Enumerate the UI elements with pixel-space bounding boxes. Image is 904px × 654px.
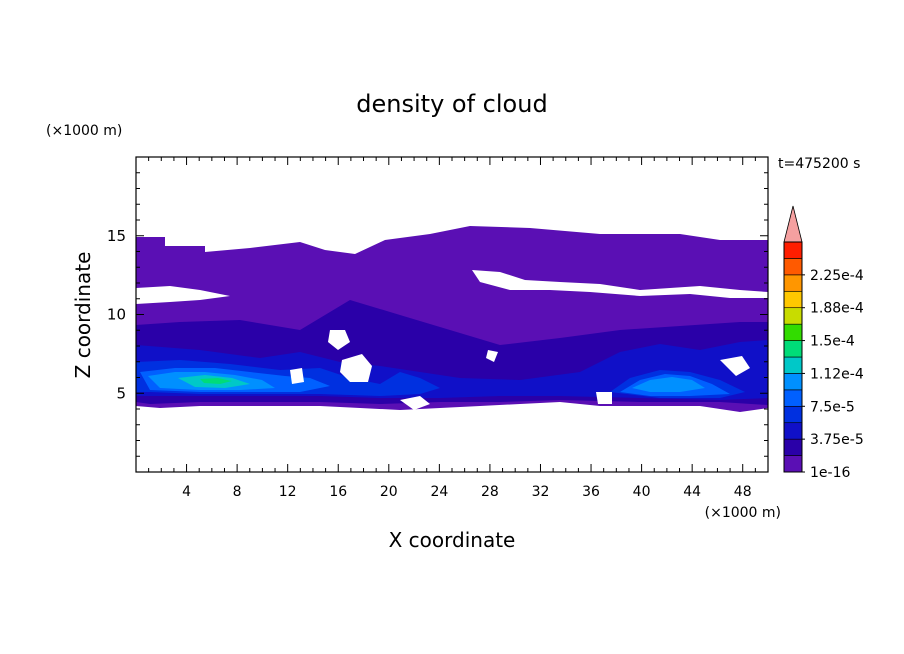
colorbar-segment: [783, 405, 803, 424]
colorbar-label: 1.88e-4: [810, 301, 864, 317]
contour-level-7: [200, 378, 232, 384]
x-tick-label: 36: [582, 484, 600, 500]
cloud-gaps: [136, 270, 768, 410]
x-axis: 4 8 12 16 20 24 28 32 36 40 44 48: [148, 157, 756, 500]
colorbar-label: 1.5e-4: [810, 334, 855, 350]
colorbar-segment: [783, 323, 803, 341]
x-tick-label: 20: [380, 484, 398, 500]
colorbar-label: 7.5e-5: [810, 399, 855, 415]
contour-fields: [136, 226, 768, 412]
colorbar-segment: [783, 422, 803, 440]
x-tick-label: 28: [481, 484, 499, 500]
y-axis: 5 10 15: [107, 172, 768, 457]
x-tick-label: 40: [633, 484, 651, 500]
colorbar-label: 2.25e-4: [810, 268, 864, 284]
colorbar-segment: [783, 356, 803, 374]
x-tick-label: 8: [233, 484, 242, 500]
colorbar-label: 3.75e-5: [810, 432, 864, 448]
colorbar-segment: [783, 241, 803, 259]
colorbar-segment: [783, 258, 803, 276]
x-tick-label: 44: [683, 484, 701, 500]
x-tick-label: 48: [734, 484, 752, 500]
y-unit-label: (×1000 m): [46, 123, 122, 139]
colorbar-segment: [783, 307, 803, 325]
x-axis-label: X coordinate: [389, 528, 516, 552]
colorbar-segment: [783, 373, 803, 391]
y-tick-label: 10: [107, 306, 126, 324]
x-tick-label: 16: [329, 484, 347, 500]
y-tick-label: 15: [107, 227, 126, 245]
colorbar-extend-arrow: [783, 205, 803, 243]
x-unit-label: (×1000 m): [705, 505, 781, 521]
x-tick-label: 4: [182, 484, 191, 500]
colorbar-segment: [783, 290, 803, 309]
y-axis-label: Z coordinate: [71, 252, 95, 379]
colorbar-segment: [783, 340, 803, 358]
colorbar-segment: [783, 455, 803, 473]
x-tick-label: 32: [532, 484, 550, 500]
colorbar-segment: [783, 389, 803, 407]
colorbar: 1e-16 3.75e-5 7.5e-5 1.12e-4 1.5e-4 1.88e-4 2.…: [783, 205, 864, 481]
x-tick-label: 12: [279, 484, 297, 500]
colorbar-frame: [783, 241, 803, 473]
colorbar-label: 1.12e-4: [810, 366, 864, 382]
chart-title: density of cloud: [356, 90, 547, 118]
y-tick-label: 5: [116, 384, 126, 402]
time-label: t=475200 s: [778, 156, 860, 172]
contour-level-5b: [632, 377, 705, 392]
colorbar-segment: [783, 438, 803, 456]
colorbar-label: 1e-16: [810, 465, 850, 481]
colorbar-segment: [783, 274, 803, 292]
x-tick-label: 24: [430, 484, 448, 500]
